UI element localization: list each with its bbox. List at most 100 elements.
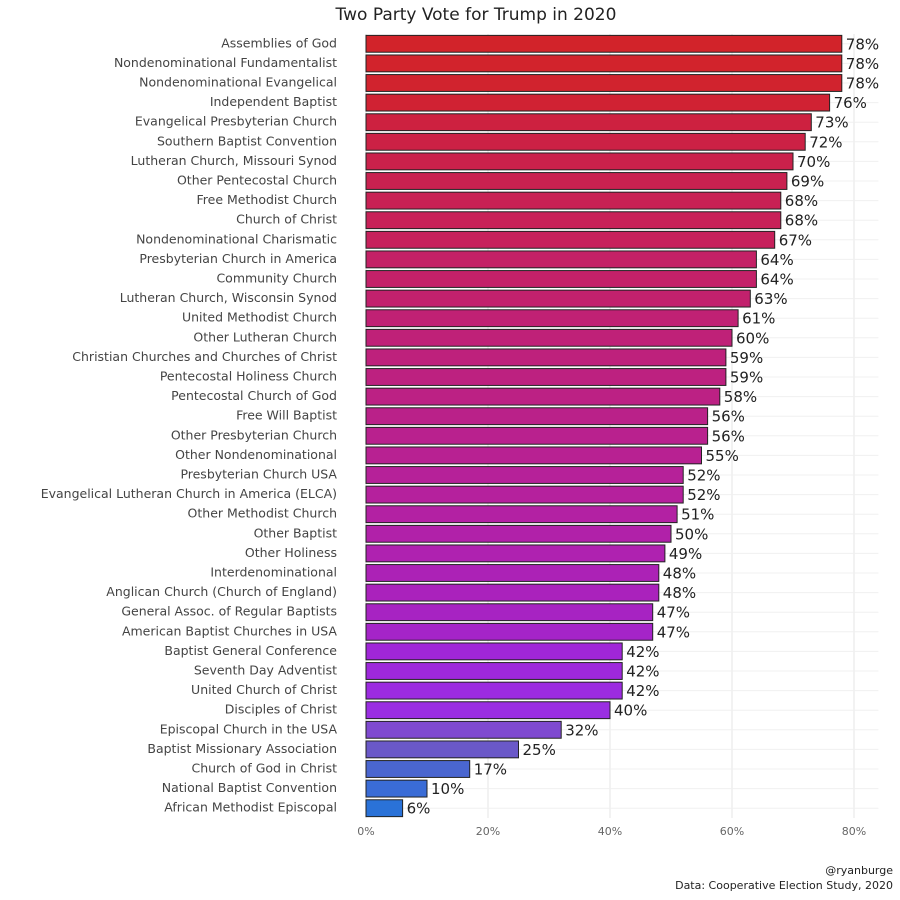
bar [365, 132, 806, 151]
y-tick-label: Assemblies of God [221, 35, 337, 50]
value-label: 25% [523, 741, 556, 759]
value-label: 64% [760, 271, 793, 289]
bar [365, 211, 782, 230]
value-label: 47% [657, 604, 690, 622]
value-label: 67% [779, 231, 812, 249]
x-tick-label: 60% [720, 825, 744, 838]
value-label: 78% [846, 75, 879, 93]
y-tick-label: Baptist General Conference [164, 643, 337, 658]
y-tick-label: Free Methodist Church [197, 192, 337, 207]
y-tick-label: Other Holiness [245, 545, 337, 560]
value-label: 56% [712, 427, 745, 445]
value-label: 70% [797, 153, 830, 171]
caption: @ryanburge [825, 864, 893, 877]
bar [365, 681, 623, 700]
value-label: 69% [791, 173, 824, 191]
value-label: 42% [626, 663, 659, 681]
y-tick-label: Other Lutheran Church [193, 329, 337, 344]
bar [365, 466, 684, 484]
y-tick-label: Independent Baptist [210, 94, 337, 109]
y-tick-label: Pentecostal Holiness Church [160, 369, 337, 384]
bar [365, 34, 843, 53]
value-label: 10% [431, 780, 464, 798]
bar [365, 368, 727, 386]
y-tick-label: Evangelical Presbyterian Church [135, 114, 337, 129]
value-label: 64% [760, 251, 793, 269]
y-tick-label: Presbyterian Church USA [180, 467, 337, 482]
bar [365, 662, 623, 680]
y-tick-label: Church of God in Christ [191, 761, 337, 776]
value-label: 42% [626, 643, 659, 661]
bar [365, 309, 739, 328]
bar [365, 387, 721, 406]
y-tick-label: American Baptist Churches in USA [122, 623, 337, 638]
value-label: 17% [474, 761, 507, 779]
bar [365, 524, 672, 543]
bar [365, 270, 757, 288]
bar [365, 348, 727, 367]
bar [365, 74, 843, 92]
x-tick-label: 80% [842, 825, 866, 838]
bar [365, 779, 428, 798]
y-tick-label: United Methodist Church [182, 310, 337, 325]
y-tick-label: Other Pentecostal Church [177, 173, 337, 188]
y-tick-label: Lutheran Church, Missouri Synod [131, 153, 337, 168]
bar [365, 426, 709, 445]
bar [365, 564, 660, 582]
y-tick-label: Pentecostal Church of God [171, 388, 337, 403]
bar [365, 446, 702, 465]
value-label: 52% [687, 467, 720, 485]
value-label: 59% [730, 369, 763, 387]
bar [365, 622, 654, 641]
y-tick-label: Anglican Church (Church of England) [106, 584, 337, 599]
y-tick-label: Presbyterian Church in America [139, 251, 337, 266]
x-tick-label: 40% [598, 825, 622, 838]
bar [365, 583, 660, 602]
value-label: 72% [809, 133, 842, 151]
y-tick-label: Lutheran Church, Wisconsin Synod [120, 290, 337, 305]
y-tick-label: Other Baptist [254, 525, 338, 540]
value-label: 32% [565, 721, 598, 739]
bar [365, 407, 709, 426]
bar [365, 799, 404, 818]
value-label: 68% [785, 192, 818, 210]
value-label: 55% [706, 447, 739, 465]
y-tick-label: United Church of Christ [191, 682, 337, 697]
y-tick-label: Nondenominational Fundamentalist [114, 55, 337, 70]
bar [365, 250, 757, 269]
y-tick-label: Other Presbyterian Church [171, 427, 337, 442]
y-tick-label: National Baptist Convention [162, 780, 337, 795]
value-label: 73% [815, 114, 848, 132]
y-tick-label: Nondenominational Evangelical [139, 75, 337, 90]
y-tick-label: Free Will Baptist [236, 408, 337, 423]
value-label: 78% [846, 55, 879, 73]
y-tick-label: Church of Christ [236, 212, 337, 227]
value-label: 61% [742, 310, 775, 328]
value-label: 6% [407, 800, 431, 818]
bar [365, 544, 666, 563]
value-label: 76% [834, 94, 867, 112]
value-label: 47% [657, 623, 690, 641]
bar [365, 328, 733, 347]
y-tick-label: Southern Baptist Convention [157, 133, 337, 148]
value-label: 49% [669, 545, 702, 563]
bar [365, 485, 684, 504]
bar [365, 642, 623, 661]
x-tick-label: 20% [476, 825, 500, 838]
value-label: 40% [614, 702, 647, 720]
y-tick-label: Disciples of Christ [225, 702, 337, 717]
bar [365, 113, 812, 132]
y-tick-label: Christian Churches and Churches of Chris… [72, 349, 337, 364]
bar [365, 93, 831, 112]
bar [365, 740, 519, 759]
chart-title: Two Party Vote for Trump in 2020 [335, 5, 617, 25]
bar [365, 152, 794, 171]
value-label: 48% [663, 584, 696, 602]
value-label: 42% [626, 682, 659, 700]
value-label: 60% [736, 329, 769, 347]
y-tick-label: Other Nondenominational [175, 447, 337, 462]
value-label: 63% [754, 290, 787, 308]
value-label: 58% [724, 388, 757, 406]
y-tick-label: Interdenominational [210, 565, 337, 580]
